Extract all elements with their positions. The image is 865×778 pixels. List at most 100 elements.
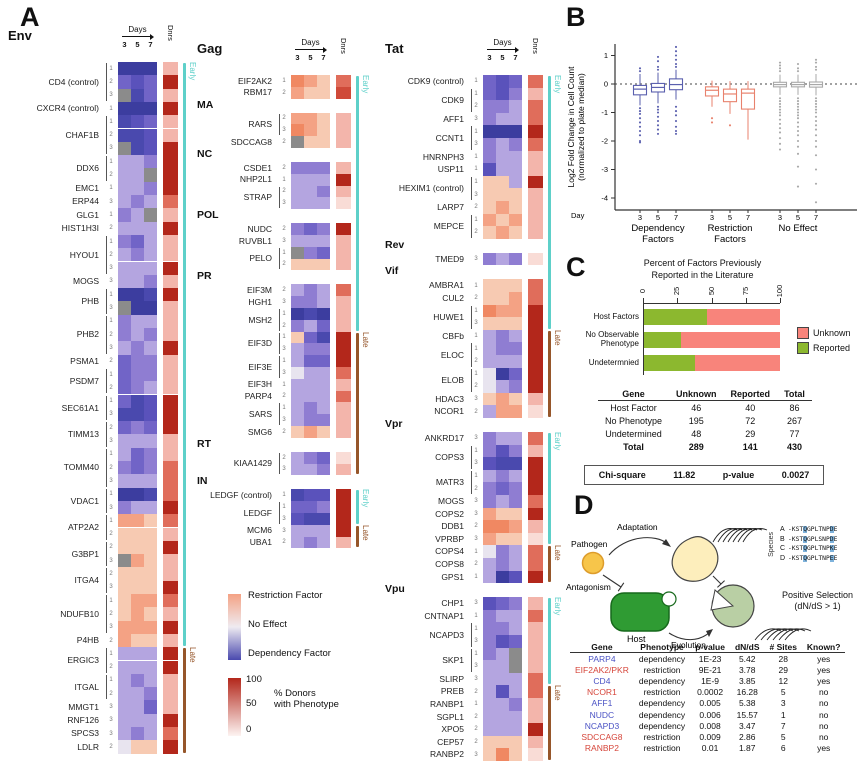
outlier-point: [814, 128, 818, 131]
panel-c-title-line1: Percent of Factors Previously: [643, 258, 762, 268]
donor-number: 2: [109, 132, 113, 139]
heatmap-cell: [496, 532, 509, 546]
heatmap-cell: [291, 463, 304, 476]
donor-number: 1: [474, 345, 478, 352]
heatmap-cell: [144, 514, 157, 528]
donors-cell: [163, 62, 178, 76]
gene-label: MOGS: [438, 496, 464, 507]
table-cell: 5: [780, 687, 786, 698]
x-tick-label: 7: [746, 213, 750, 222]
donor-number: 1: [474, 447, 478, 454]
group-label: No Effect: [779, 223, 818, 234]
donors-cell: [528, 507, 543, 521]
donors-cell: [528, 213, 543, 227]
heatmap-cell: [304, 185, 317, 198]
heatmap-row: 3: [277, 197, 351, 210]
hatch-arcs-top: [712, 528, 768, 543]
heatmap-cell: [483, 597, 496, 610]
donors-cell: [528, 723, 543, 736]
gene-label: VDAC1: [70, 495, 99, 506]
species-sequence: -KSTQGPLTNPDE: [788, 526, 838, 533]
phase-label-early: Early: [553, 432, 562, 451]
donors-cell: [528, 685, 543, 698]
donors-cell: [163, 514, 178, 528]
bar-segment-reported: [644, 332, 681, 348]
donor-scale-100: 100: [246, 674, 262, 685]
hatch-arcs-bottom: [754, 628, 812, 641]
heatmap-cell: [144, 301, 157, 315]
gene-bracket: [471, 176, 472, 200]
gene-label: ERGIC3: [67, 655, 99, 666]
heatmap-cell: [509, 150, 522, 164]
donors-cell: [336, 367, 351, 379]
heatmap-cell: [483, 317, 496, 330]
heatmap-cell: [144, 394, 157, 408]
outlier-point: [814, 108, 818, 111]
outlier-point: [778, 148, 782, 151]
donors-cell: [528, 520, 543, 533]
outlier-point: [814, 105, 818, 108]
host-notch: [661, 591, 677, 607]
bar-category-label: Host Factors: [593, 311, 639, 321]
heatmap-cell: [131, 447, 144, 461]
outlier-point: [638, 129, 642, 133]
donor-number: 2: [109, 464, 113, 471]
gene-label: RANBP2: [429, 749, 464, 760]
day-tick: 5: [135, 40, 140, 49]
outlier-point: [814, 102, 818, 105]
heatmap-cell: [317, 112, 330, 125]
heatmap-row: 1: [104, 394, 178, 408]
heatmap-cell: [304, 536, 317, 549]
section-label-NC: NC: [197, 148, 213, 160]
highlighted-residue: Q: [803, 535, 807, 543]
gene-bracket: [471, 470, 472, 494]
heatmap-cell: [317, 524, 330, 537]
table-cell: 7: [780, 720, 786, 731]
outlier-point: [814, 61, 818, 64]
heatmap-cell: [483, 685, 496, 698]
gene-label: HUWE1: [433, 311, 464, 322]
gene-bracket: [106, 595, 107, 633]
donors-cell: [528, 175, 543, 189]
outlier-point: [796, 105, 800, 108]
species-sequence: -KSTQGPLTNPEE: [788, 554, 838, 562]
heatmap-column-tat: Tat Days 3 5 7 Dnrs 1 CDK9 (control) 1 2 CDK9 3 AFF1…: [385, 22, 564, 765]
table-header: Reported: [723, 388, 778, 401]
donors-header: Dnrs: [339, 38, 348, 54]
heatmap-cell: [496, 150, 509, 164]
gene-label: HDAC3: [435, 393, 464, 404]
gene-name-cell: SDCCAG8: [581, 731, 623, 742]
outlier-point: [796, 70, 800, 73]
outlier-point: [778, 70, 782, 73]
heatmap-cell: [118, 141, 131, 156]
heatmap-cell: [291, 86, 304, 99]
heatmap-cell: [483, 150, 496, 164]
heatmap-cell: [144, 288, 157, 302]
heatmap-cell: [131, 527, 144, 541]
gene-bracket: [106, 289, 107, 314]
donors-cell: [528, 226, 543, 239]
heatmap-cell: [317, 367, 330, 379]
donor-number: 1: [474, 179, 478, 186]
heatmap-cell: [496, 482, 509, 495]
heatmap-cell: [496, 292, 509, 305]
donor-number: 2: [474, 523, 478, 530]
gene-label: CHAF1B: [65, 129, 99, 140]
heatmap-row: 2: [469, 482, 543, 495]
outlier-point: [814, 201, 818, 204]
outlier-point: [814, 68, 818, 71]
bar-category-label: No Observable Phenotype: [585, 330, 639, 348]
heatmap-cell: [131, 62, 144, 76]
table-cell: 12: [778, 675, 788, 686]
donors-cell: [336, 124, 351, 137]
donors-cell: [163, 328, 178, 342]
donors-cell: [163, 713, 178, 727]
gene-bracket: [471, 368, 472, 392]
heatmap-cell: [118, 115, 131, 129]
legend-entry: Unknown: [797, 327, 851, 339]
table-row: Host Factor 46 40 86: [598, 401, 812, 415]
table-cell: dependency: [638, 653, 686, 664]
heatmap-cell: [131, 314, 144, 328]
